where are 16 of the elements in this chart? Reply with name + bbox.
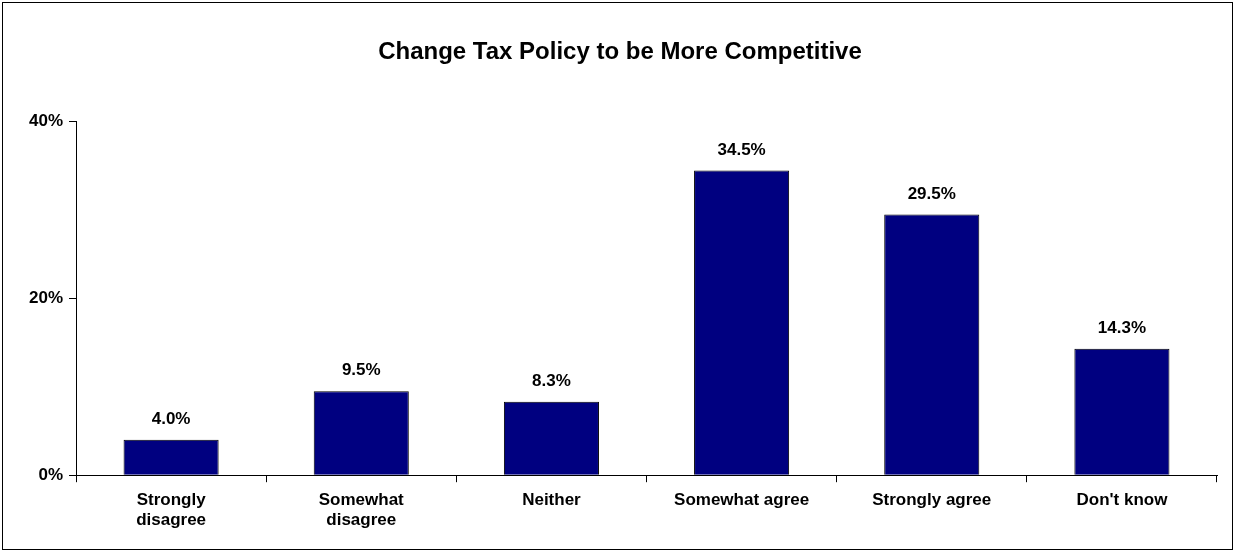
data-label: 14.3% (1097, 318, 1147, 338)
x-tick-label: Somewhat agree (674, 490, 810, 510)
x-tick-label: Strongly disagree (136, 490, 207, 530)
data-label: 29.5% (907, 183, 956, 203)
data-label: 8.3% (532, 371, 571, 391)
data-label: 34.5% (717, 139, 766, 159)
x-tick-label: Strongly agree (872, 490, 992, 510)
y-tick-label: 40% (28, 111, 64, 131)
y-tick-label: 20% (28, 288, 64, 308)
x-tick-label: Somewhat disagree (318, 490, 405, 530)
data-label: 4.0% (151, 409, 191, 429)
y-tick-label: 0% (38, 464, 64, 484)
data-label: 9.5% (341, 360, 381, 380)
x-tick-label: Neither (522, 490, 582, 510)
chart-title: Change Tax Policy to be More Competitive (378, 37, 862, 65)
x-tick-label: Don't know (1076, 490, 1169, 510)
